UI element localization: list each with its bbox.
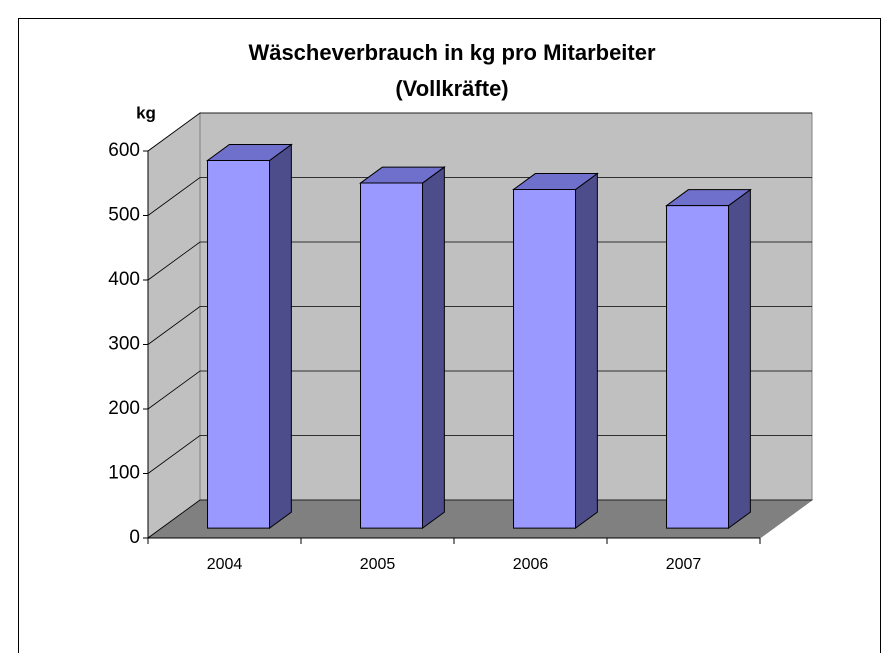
bar-front: [207, 159, 271, 529]
grid-line: [147, 499, 812, 539]
x-tick-label: 2007: [666, 556, 702, 573]
bar-side: [422, 166, 445, 530]
y-tick-label: 600: [108, 140, 140, 161]
bar-side: [575, 172, 598, 530]
x-tick-label: 2006: [513, 556, 549, 573]
bar-side: [269, 143, 292, 530]
bar: [664, 188, 752, 530]
grid-line: [147, 306, 812, 345]
grid-line: [147, 112, 812, 152]
y-tick-label: 200: [108, 398, 140, 419]
grid-line: [147, 241, 812, 281]
y-axis-label: kg: [136, 103, 156, 122]
y-tick-label: 300: [108, 334, 140, 355]
grid-line: [147, 370, 812, 410]
y-tick-label: 500: [108, 205, 140, 226]
grid-line: [147, 177, 812, 216]
chart-title: (Vollkräfte): [395, 76, 508, 101]
bar-front: [513, 188, 577, 529]
y-tick-label: 400: [108, 269, 140, 290]
bar: [358, 166, 446, 530]
bar: [511, 172, 599, 530]
bar: [205, 143, 293, 530]
y-tick-label: 100: [108, 463, 140, 484]
x-tick-label: 2005: [360, 556, 396, 573]
bar-front: [360, 182, 424, 529]
y-tick-label: 0: [129, 527, 140, 548]
grid-line: [147, 435, 812, 474]
chart-title: Wäscheverbrauch in kg pro Mitarbeiter: [248, 40, 656, 65]
bar-side: [728, 188, 751, 530]
x-tick-label: 2004: [207, 556, 243, 573]
bar-front: [666, 205, 730, 529]
